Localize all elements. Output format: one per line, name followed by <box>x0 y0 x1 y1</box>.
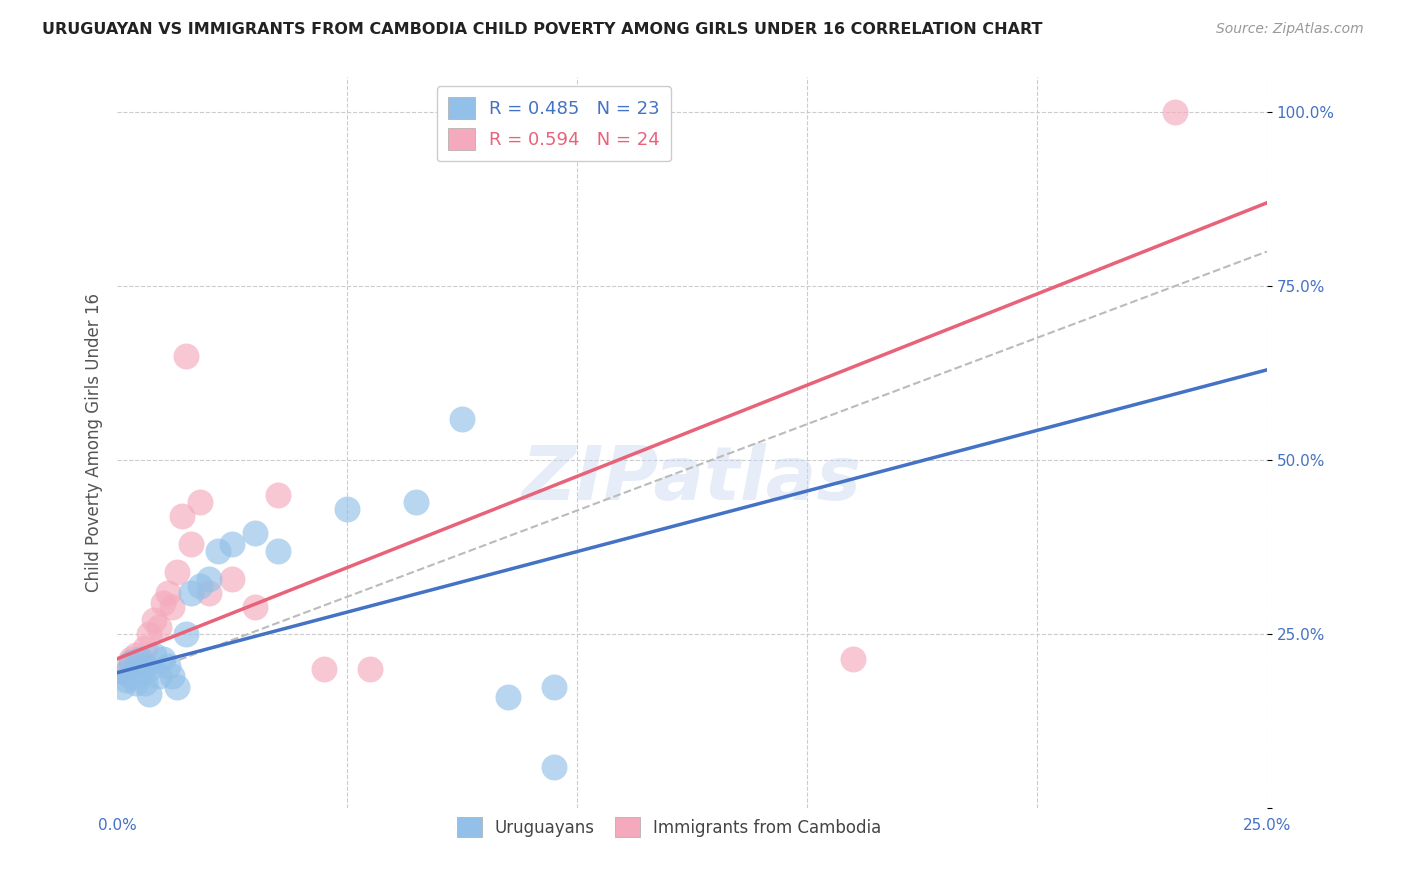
Point <box>180 585 202 599</box>
Point <box>166 680 188 694</box>
Point <box>111 662 134 676</box>
Point <box>162 669 184 683</box>
Point <box>138 627 160 641</box>
Point <box>170 509 193 524</box>
Point <box>134 676 156 690</box>
Point <box>314 662 336 676</box>
Point <box>120 669 142 683</box>
Point <box>129 665 152 680</box>
Point <box>198 585 221 599</box>
Point <box>148 669 170 683</box>
Point <box>115 665 138 680</box>
Point <box>124 662 146 676</box>
Point <box>267 544 290 558</box>
Point <box>496 690 519 704</box>
Point <box>243 599 266 614</box>
Point <box>267 488 290 502</box>
Point <box>129 652 152 666</box>
Legend: Uruguayans, Immigrants from Cambodia: Uruguayans, Immigrants from Cambodia <box>450 810 889 844</box>
Point <box>124 676 146 690</box>
Point <box>166 565 188 579</box>
Text: ZIPatlas: ZIPatlas <box>522 443 862 516</box>
Point <box>336 502 359 516</box>
Point <box>180 537 202 551</box>
Point <box>174 627 197 641</box>
Point <box>111 680 134 694</box>
Point <box>120 655 142 669</box>
Point <box>451 411 474 425</box>
Point <box>124 648 146 663</box>
Point <box>129 655 152 669</box>
Point <box>188 579 211 593</box>
Point <box>152 596 174 610</box>
Point <box>243 526 266 541</box>
Point <box>188 495 211 509</box>
Point <box>543 759 565 773</box>
Point <box>543 680 565 694</box>
Point <box>120 652 142 666</box>
Point <box>115 673 138 687</box>
Point <box>207 544 229 558</box>
Point <box>198 572 221 586</box>
Point <box>134 641 156 656</box>
Point <box>359 662 381 676</box>
Point <box>162 599 184 614</box>
Point <box>174 349 197 363</box>
Point <box>842 652 865 666</box>
Point <box>143 614 166 628</box>
Point <box>152 652 174 666</box>
Point <box>134 658 156 673</box>
Point <box>138 687 160 701</box>
Point <box>156 658 179 673</box>
Point <box>405 495 427 509</box>
Point <box>1164 105 1187 120</box>
Text: URUGUAYAN VS IMMIGRANTS FROM CAMBODIA CHILD POVERTY AMONG GIRLS UNDER 16 CORRELA: URUGUAYAN VS IMMIGRANTS FROM CAMBODIA CH… <box>42 22 1043 37</box>
Text: Source: ZipAtlas.com: Source: ZipAtlas.com <box>1216 22 1364 37</box>
Point <box>221 572 243 586</box>
Y-axis label: Child Poverty Among Girls Under 16: Child Poverty Among Girls Under 16 <box>86 293 103 592</box>
Point <box>156 585 179 599</box>
Point <box>148 620 170 634</box>
Point <box>143 648 166 663</box>
Point <box>115 665 138 680</box>
Point <box>221 537 243 551</box>
Point <box>138 662 160 676</box>
